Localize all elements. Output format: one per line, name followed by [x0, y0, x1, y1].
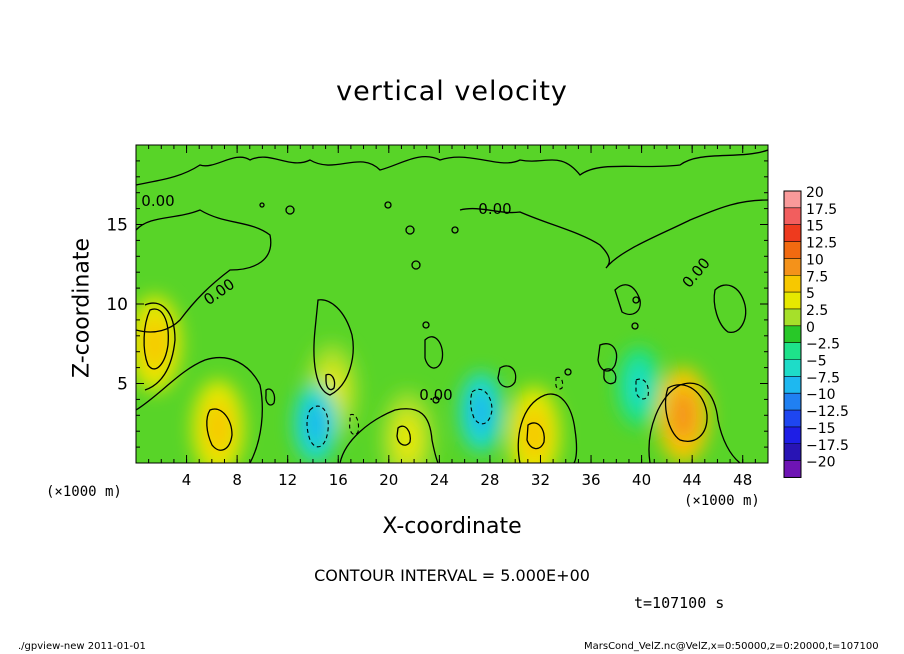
- colorbar-label: 0: [806, 320, 815, 336]
- colorbar-label: 2.5: [806, 303, 828, 319]
- colorbar-swatch: [784, 275, 801, 293]
- colorbar-swatch: [784, 191, 801, 209]
- y-axis: 5 10 15: [106, 144, 768, 464]
- updraft-core: [394, 412, 421, 463]
- chart-title: vertical velocity: [336, 76, 568, 107]
- colorbar-swatch: [784, 393, 801, 411]
- colorbar-swatch: [784, 359, 801, 377]
- x-tick-label: 20: [379, 471, 398, 489]
- x-tick-label: 4: [182, 471, 192, 489]
- colorbar-swatch: [784, 207, 801, 225]
- colorbar-label: −7.5: [806, 370, 840, 386]
- colorbar-label: 12.5: [806, 236, 837, 252]
- x-tick-label: 12: [278, 471, 297, 489]
- x-axis-unit: (×1000 m): [684, 493, 760, 509]
- x-axis-label: X-coordinate: [382, 514, 522, 539]
- colorbar-swatch: [784, 325, 801, 343]
- y-axis-unit: (×1000 m): [46, 484, 122, 500]
- colorbar: 2017.51512.5107.552.50−2.5−5−7.5−10−12.5…: [783, 185, 849, 478]
- x-tick-label: 48: [733, 471, 752, 489]
- colorbar-swatch: [784, 342, 801, 360]
- contour-lines: [136, 149, 768, 463]
- colorbar-label: 10: [806, 252, 824, 268]
- x-tick-label: 8: [232, 471, 242, 489]
- colorbar-label: 20: [806, 185, 824, 201]
- colorbar-swatch: [784, 241, 801, 259]
- negative-contours: [306, 376, 649, 448]
- downdraft-core: [304, 401, 327, 446]
- footer-right: MarsCond_VelZ.nc@VelZ,x=0:50000,z=0:2000…: [584, 641, 879, 652]
- x-axis: 4 8 12 16 20 24 28 32 36 40 44 48: [135, 145, 769, 489]
- x-tick-label: 36: [581, 471, 600, 489]
- colorbar-swatch: [784, 426, 801, 445]
- time-label: t=107100 s: [634, 594, 725, 612]
- downdraft-core: [470, 390, 493, 435]
- colorbar-label: −2.5: [806, 337, 840, 353]
- colorbar-label: −10: [806, 387, 836, 403]
- colorbar-swatch: [784, 460, 801, 478]
- colorbar-label: 7.5: [806, 269, 828, 285]
- y-tick-label: 10: [106, 295, 128, 315]
- colorbar-label: −12.5: [806, 404, 849, 420]
- x-tick-label: 44: [683, 471, 702, 489]
- x-tick-label: 40: [632, 471, 651, 489]
- contour-label: 0.00: [419, 386, 452, 404]
- contour-label: 0.00: [478, 200, 511, 218]
- updraft-core: [521, 407, 548, 461]
- x-tick-label: 32: [531, 471, 550, 489]
- colorbar-swatch: [784, 443, 801, 461]
- footer-left: ./gpview-new 2011-01-01: [18, 641, 146, 652]
- colorbar-swatch: [784, 308, 801, 327]
- x-tick-label: 16: [329, 471, 348, 489]
- colorbar-label: −5: [806, 354, 827, 370]
- updraft-core: [670, 388, 697, 442]
- contour-label: 0.00: [141, 192, 174, 210]
- contour-interval-label: CONTOUR INTERVAL = 5.000E+00: [314, 566, 590, 585]
- downdraft-core: [628, 364, 651, 409]
- x-tick-label: 24: [430, 471, 449, 489]
- colorbar-label: 15: [806, 219, 824, 235]
- colorbar-swatch: [784, 224, 801, 242]
- x-tick-label: 28: [480, 471, 499, 489]
- colorbar-label: −15: [806, 421, 836, 437]
- y-tick-label: 5: [117, 375, 128, 395]
- colorbar-label: −20: [806, 455, 836, 471]
- y-tick-label: 15: [106, 216, 128, 236]
- colorbar-swatch: [784, 292, 801, 310]
- colorbar-swatch: [784, 376, 801, 394]
- colorbar-swatch: [784, 258, 801, 276]
- colorbar-label: 17.5: [806, 202, 837, 218]
- colorbar-label: 5: [806, 286, 815, 302]
- velocity-field: 0.00 0.000.000.000.00: [136, 145, 768, 463]
- colorbar-swatch: [784, 410, 801, 428]
- colorbar-label: −17.5: [806, 438, 849, 454]
